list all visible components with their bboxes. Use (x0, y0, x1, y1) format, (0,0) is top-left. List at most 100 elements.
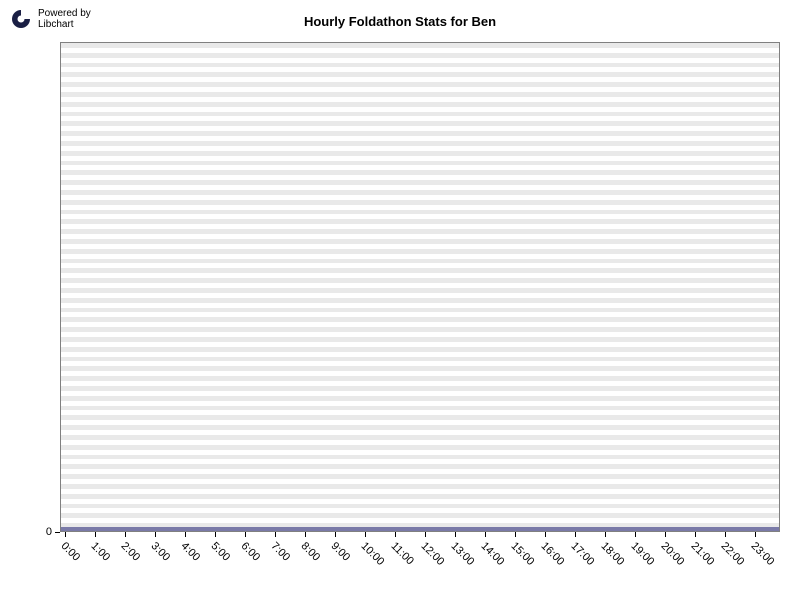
x-tick-label: 3:00 (148, 540, 172, 564)
x-tick-mark (575, 532, 576, 537)
x-tick-mark (545, 532, 546, 537)
gridline (61, 268, 779, 273)
gridline (61, 288, 779, 293)
gridline (61, 102, 779, 107)
gridline (61, 161, 779, 166)
gridline (61, 92, 779, 97)
x-tick-label: 18:00 (598, 540, 626, 568)
x-tick-label: 11:00 (388, 540, 415, 567)
gridline (61, 435, 779, 440)
gridline (61, 327, 779, 332)
x-tick-label: 7:00 (268, 540, 292, 564)
gridline (61, 386, 779, 391)
x-tick-label: 15:00 (508, 540, 536, 568)
gridline (61, 317, 779, 322)
gridline (61, 112, 779, 117)
gridline (61, 259, 779, 264)
gridline (61, 445, 779, 450)
x-tick-mark (725, 532, 726, 537)
x-tick-label: 14:00 (478, 540, 506, 568)
x-tick-label: 22:00 (718, 540, 746, 568)
gridline (61, 53, 779, 58)
gridline (61, 229, 779, 234)
x-tick-mark (425, 532, 426, 537)
gridline (61, 376, 779, 381)
gridline (61, 396, 779, 401)
gridline (61, 200, 779, 205)
x-axis-band (61, 527, 779, 531)
gridline (61, 151, 779, 156)
x-tick-mark (515, 532, 516, 537)
x-tick-mark (455, 532, 456, 537)
x-tick-label: 16:00 (538, 540, 566, 568)
gridline (61, 455, 779, 460)
x-tick-label: 8:00 (298, 540, 322, 564)
x-tick-mark (635, 532, 636, 537)
gridline (61, 131, 779, 136)
gridline (61, 210, 779, 215)
gridline (61, 366, 779, 371)
gridline (61, 121, 779, 126)
gridline (61, 63, 779, 68)
x-tick-label: 0:00 (58, 540, 82, 564)
x-tick-label: 21:00 (688, 540, 716, 568)
x-tick-label: 5:00 (208, 540, 232, 564)
x-tick-label: 12:00 (418, 540, 446, 568)
x-tick-mark (485, 532, 486, 537)
gridline (61, 494, 779, 499)
gridline (61, 504, 779, 509)
gridline (61, 308, 779, 313)
x-tick-label: 20:00 (658, 540, 686, 568)
x-tick-mark (305, 532, 306, 537)
x-tick-mark (605, 532, 606, 537)
x-tick-mark (395, 532, 396, 537)
gridline (61, 474, 779, 479)
x-tick-label: 10:00 (358, 540, 386, 568)
x-tick-label: 17:00 (568, 540, 596, 568)
gridline (61, 484, 779, 489)
x-tick-mark (125, 532, 126, 537)
gridline (61, 425, 779, 430)
x-tick-label: 9:00 (328, 540, 352, 564)
x-tick-mark (665, 532, 666, 537)
gridline (61, 180, 779, 185)
gridline (61, 249, 779, 254)
y-tick-label: 0 (30, 526, 52, 538)
gridline (61, 219, 779, 224)
x-tick-label: 2:00 (118, 540, 142, 564)
x-tick-mark (335, 532, 336, 537)
chart-canvas: Powered by Libchart Hourly Foldathon Sta… (0, 0, 800, 600)
x-tick-mark (95, 532, 96, 537)
gridline (61, 43, 779, 48)
gridlines (61, 43, 779, 531)
plot-area (60, 42, 780, 532)
gridline (61, 337, 779, 342)
x-tick-mark (245, 532, 246, 537)
x-tick-label: 1:00 (88, 540, 112, 564)
x-tick-label: 19:00 (628, 540, 656, 568)
gridline (61, 347, 779, 352)
gridline (61, 278, 779, 283)
gridline (61, 513, 779, 518)
x-tick-mark (185, 532, 186, 537)
x-tick-label: 13:00 (448, 540, 476, 568)
x-tick-mark (215, 532, 216, 537)
gridline (61, 357, 779, 362)
gridline (61, 190, 779, 195)
x-tick-label: 4:00 (178, 540, 202, 564)
gridline (61, 82, 779, 87)
x-tick-mark (65, 532, 66, 537)
gridline (61, 406, 779, 411)
x-tick-label: 6:00 (238, 540, 262, 564)
gridline (61, 298, 779, 303)
gridline (61, 464, 779, 469)
x-tick-mark (695, 532, 696, 537)
x-tick-mark (365, 532, 366, 537)
chart-title: Hourly Foldathon Stats for Ben (0, 14, 800, 29)
x-tick-mark (155, 532, 156, 537)
x-tick-mark (755, 532, 756, 537)
gridline (61, 72, 779, 77)
gridline (61, 141, 779, 146)
y-tick-mark (55, 532, 60, 533)
x-tick-mark (275, 532, 276, 537)
